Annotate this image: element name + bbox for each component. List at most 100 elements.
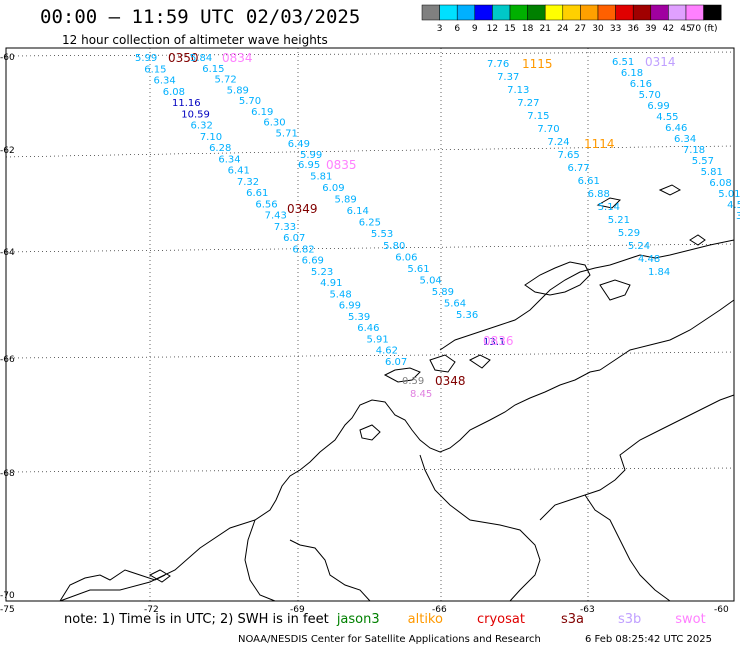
color-scale-label: 3 xyxy=(437,24,443,34)
wave-height-value: 7.32 xyxy=(237,177,259,188)
wave-height-value: 5.70 xyxy=(239,96,261,107)
wave-height-value: 6.09 xyxy=(322,183,344,194)
wave-height-value: 6.25 xyxy=(359,218,381,229)
wave-height-value: 6.51 xyxy=(612,57,634,68)
wave-height-value: 6.34 xyxy=(218,154,240,165)
pass-time-label: 0834 xyxy=(222,51,253,65)
mission-swot: swot xyxy=(675,612,706,627)
map-title: 00:00 – 11:59 UTC 02/03/2025 xyxy=(40,6,361,28)
wave-height-value: 6.69 xyxy=(302,256,324,267)
lon-label: -72 xyxy=(144,605,159,615)
lat-label: -62 xyxy=(0,146,15,156)
wave-height-value: 6.16 xyxy=(630,79,652,90)
pass-time-label: 0314 xyxy=(645,55,676,69)
wave-height-value: 6.15 xyxy=(144,64,166,75)
wave-height-value: 6.08 xyxy=(163,87,185,98)
color-scale-label: 18 xyxy=(522,24,534,34)
wave-height-value: 5.81 xyxy=(310,172,332,183)
wave-height-value: 4.62 xyxy=(376,346,398,357)
wave-height-value: 5.21 xyxy=(608,215,630,226)
wave-height-value: 4.91 xyxy=(320,278,342,289)
wave-height-value: 6.56 xyxy=(255,199,277,210)
credit-text: NOAA/NESDIS Center for Satellite Applica… xyxy=(238,634,541,645)
wave-height-value: 6.61 xyxy=(578,176,600,187)
lat-labels: -60 -62 -64 -66 -68 -70 xyxy=(0,53,15,601)
wave-height-value: 13.1 xyxy=(483,337,505,348)
wave-height-value: 5.61 xyxy=(407,264,429,275)
color-scale-label: 15 xyxy=(504,24,515,34)
wave-height-value: 5.71 xyxy=(276,128,298,139)
color-scale-label: 27 xyxy=(575,24,586,34)
wave-height-value: 7.13 xyxy=(507,85,529,96)
wave-height-value: 6.46 xyxy=(665,123,687,134)
wave-height-value: 6.19 xyxy=(251,107,273,118)
wave-height-value: 0.59 xyxy=(402,376,424,387)
lat-label: -68 xyxy=(0,469,15,479)
wave-height-value: 6.30 xyxy=(263,118,285,129)
wave-height-value: 5.48 xyxy=(329,289,351,300)
wave-height-value: 1.84 xyxy=(648,267,670,278)
wave-height-value: 7.10 xyxy=(200,132,222,143)
wave-height-value: 7.15 xyxy=(527,111,549,122)
graticule xyxy=(5,48,735,601)
wave-height-value: 5.57 xyxy=(692,156,714,167)
wave-height-value: 11.16 xyxy=(172,98,201,109)
wave-height-value: 4.48 xyxy=(638,254,660,265)
pass-time-label: 0835 xyxy=(326,158,357,172)
wave-height-value: 5.89 xyxy=(227,85,249,96)
lon-labels: -75 -72 -69 -66 -63 -60 xyxy=(0,605,729,615)
wave-height-value: 6.08 xyxy=(709,178,731,189)
color-swatch xyxy=(703,4,722,21)
wave-height-value: 5.99 xyxy=(135,53,157,64)
wave-height-value: 5.99 xyxy=(300,150,322,161)
map-subtitle: 12 hour collection of altimeter wave hei… xyxy=(62,33,328,47)
wave-height-value: 5.53 xyxy=(371,229,393,240)
pass-time-label: 0350 xyxy=(168,51,199,65)
color-scale-label: 42 xyxy=(663,24,674,34)
timestamp-text: 6 Feb 08:25:42 UTC 2025 xyxy=(585,634,712,645)
wave-height-value: 5.89 xyxy=(432,287,454,298)
wave-height-value: 7.70 xyxy=(537,124,559,135)
lat-label: -64 xyxy=(0,248,15,258)
wave-height-value: 6.28 xyxy=(209,143,231,154)
wave-height-value: 10.59 xyxy=(181,109,210,120)
mission-legend: jason3 altiko cryosat s3a s3b swot xyxy=(337,612,710,627)
lon-label: -66 xyxy=(432,605,447,615)
color-scale-label: 70 (ft) xyxy=(690,24,718,34)
wave-height-value: 7.18 xyxy=(683,145,705,156)
wave-height-value: 7.24 xyxy=(547,137,569,148)
wave-height-value: 7.27 xyxy=(517,98,539,109)
lat-label: -60 xyxy=(0,53,15,63)
wave-height-value: 5.91 xyxy=(366,334,388,345)
wave-height-value: 6.07 xyxy=(283,233,305,244)
wave-height-value: 7.65 xyxy=(557,150,579,161)
color-scale-label: 24 xyxy=(557,24,569,34)
wave-height-value: 6.99 xyxy=(647,101,669,112)
pass-time-label: 0349 xyxy=(287,202,318,216)
lon-label: -63 xyxy=(580,605,595,615)
wave-height-value: 5.64 xyxy=(444,298,466,309)
note-line: note: 1) Time is in UTC; 2) SWH is in fe… xyxy=(64,612,714,627)
color-scale-label: 39 xyxy=(645,24,657,34)
wave-height-value: 6.34 xyxy=(154,76,176,87)
wave-height-value: 4.5 xyxy=(727,200,740,211)
wave-height-value: 5.81 xyxy=(701,167,723,178)
wave-height-value: 6.82 xyxy=(292,244,314,255)
wave-height-value: 5.29 xyxy=(618,228,640,239)
wave-height-value: 5.14 xyxy=(598,202,620,213)
wave-height-value: 5.24 xyxy=(628,241,650,252)
wave-height-value: 6.99 xyxy=(339,301,361,312)
mission-altiko: altiko xyxy=(407,612,443,627)
color-scale-label: 9 xyxy=(472,24,478,34)
wave-height-value: 6.18 xyxy=(621,68,643,79)
wave-height-value: 5.23 xyxy=(311,267,333,278)
color-scale-label: 12 xyxy=(487,24,498,34)
wave-height-value: 6.34 xyxy=(674,134,696,145)
wave-height-value: 5.01 xyxy=(718,189,740,200)
mission-s3a: s3a xyxy=(560,612,584,627)
wave-height-value: 6.46 xyxy=(357,323,379,334)
wave-height-value: 5.89 xyxy=(334,195,356,206)
lat-label: -70 xyxy=(0,591,15,601)
